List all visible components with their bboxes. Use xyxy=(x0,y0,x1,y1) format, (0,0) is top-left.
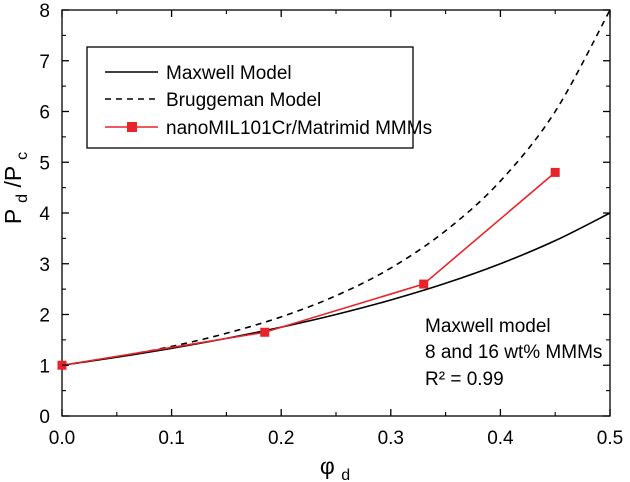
series-maxwell-line xyxy=(61,212,611,367)
legend-box xyxy=(86,46,414,149)
y-axis-label-s2: c xyxy=(14,152,31,160)
y-tick-label: 1 xyxy=(39,356,50,377)
y-axis-label-p1: P xyxy=(0,209,26,224)
ticks-layer: 0.0 0.1 0.2 0.3 0.4 0.5 0 1 2 3 4 5 6 7 8 xyxy=(39,1,623,449)
x-tick-label: 0.5 xyxy=(597,428,623,449)
x-tick-label: 0.4 xyxy=(487,428,514,449)
data-point-marker xyxy=(260,327,270,337)
y-axis-label: P d /P c xyxy=(0,152,32,224)
annotation-line-3: R² = 0.99 xyxy=(425,369,504,390)
series-layer xyxy=(57,9,611,370)
annotation-line-1: Maxwell model xyxy=(425,316,551,337)
y-axis-label-slash: /P xyxy=(0,166,26,187)
x-axis-label-main: φ xyxy=(320,453,335,479)
y-tick-label: 6 xyxy=(39,103,50,124)
x-tick-label: 0.3 xyxy=(378,428,404,449)
y-tick-label: 2 xyxy=(39,306,50,327)
y-tick-label: 4 xyxy=(39,204,50,225)
y-tick-label: 5 xyxy=(39,153,50,174)
x-tick-label: 0.2 xyxy=(268,428,294,449)
y-tick-label: 3 xyxy=(39,255,50,276)
annotation-line-2: 8 and 16 wt% MMMs xyxy=(425,342,602,363)
y-axis-label-s1: d xyxy=(14,194,31,203)
y-tick-label: 7 xyxy=(39,52,50,73)
x-tick-label: 0.1 xyxy=(158,428,184,449)
series-mmms-line xyxy=(61,171,556,367)
legend: Maxwell Model Bruggeman Model nanoMIL101… xyxy=(86,46,432,149)
annotation: Maxwell model 8 and 16 wt% MMMs R² = 0.9… xyxy=(425,316,602,390)
data-point-marker xyxy=(550,167,560,177)
y-tick-label: 0 xyxy=(39,407,50,428)
x-axis-label-sub: d xyxy=(341,467,350,482)
legend-marker-mmms xyxy=(127,122,137,132)
y-tick-label: 8 xyxy=(39,1,50,22)
legend-label-mmms: nanoMIL101Cr/Matrimid MMMs xyxy=(166,118,432,139)
legend-label-maxwell: Maxwell Model xyxy=(166,63,292,84)
data-point-marker xyxy=(419,279,429,289)
x-tick-label: 0.0 xyxy=(49,428,75,449)
legend-label-bruggeman: Bruggeman Model xyxy=(166,90,321,111)
x-axis-label: φ d xyxy=(320,453,350,482)
